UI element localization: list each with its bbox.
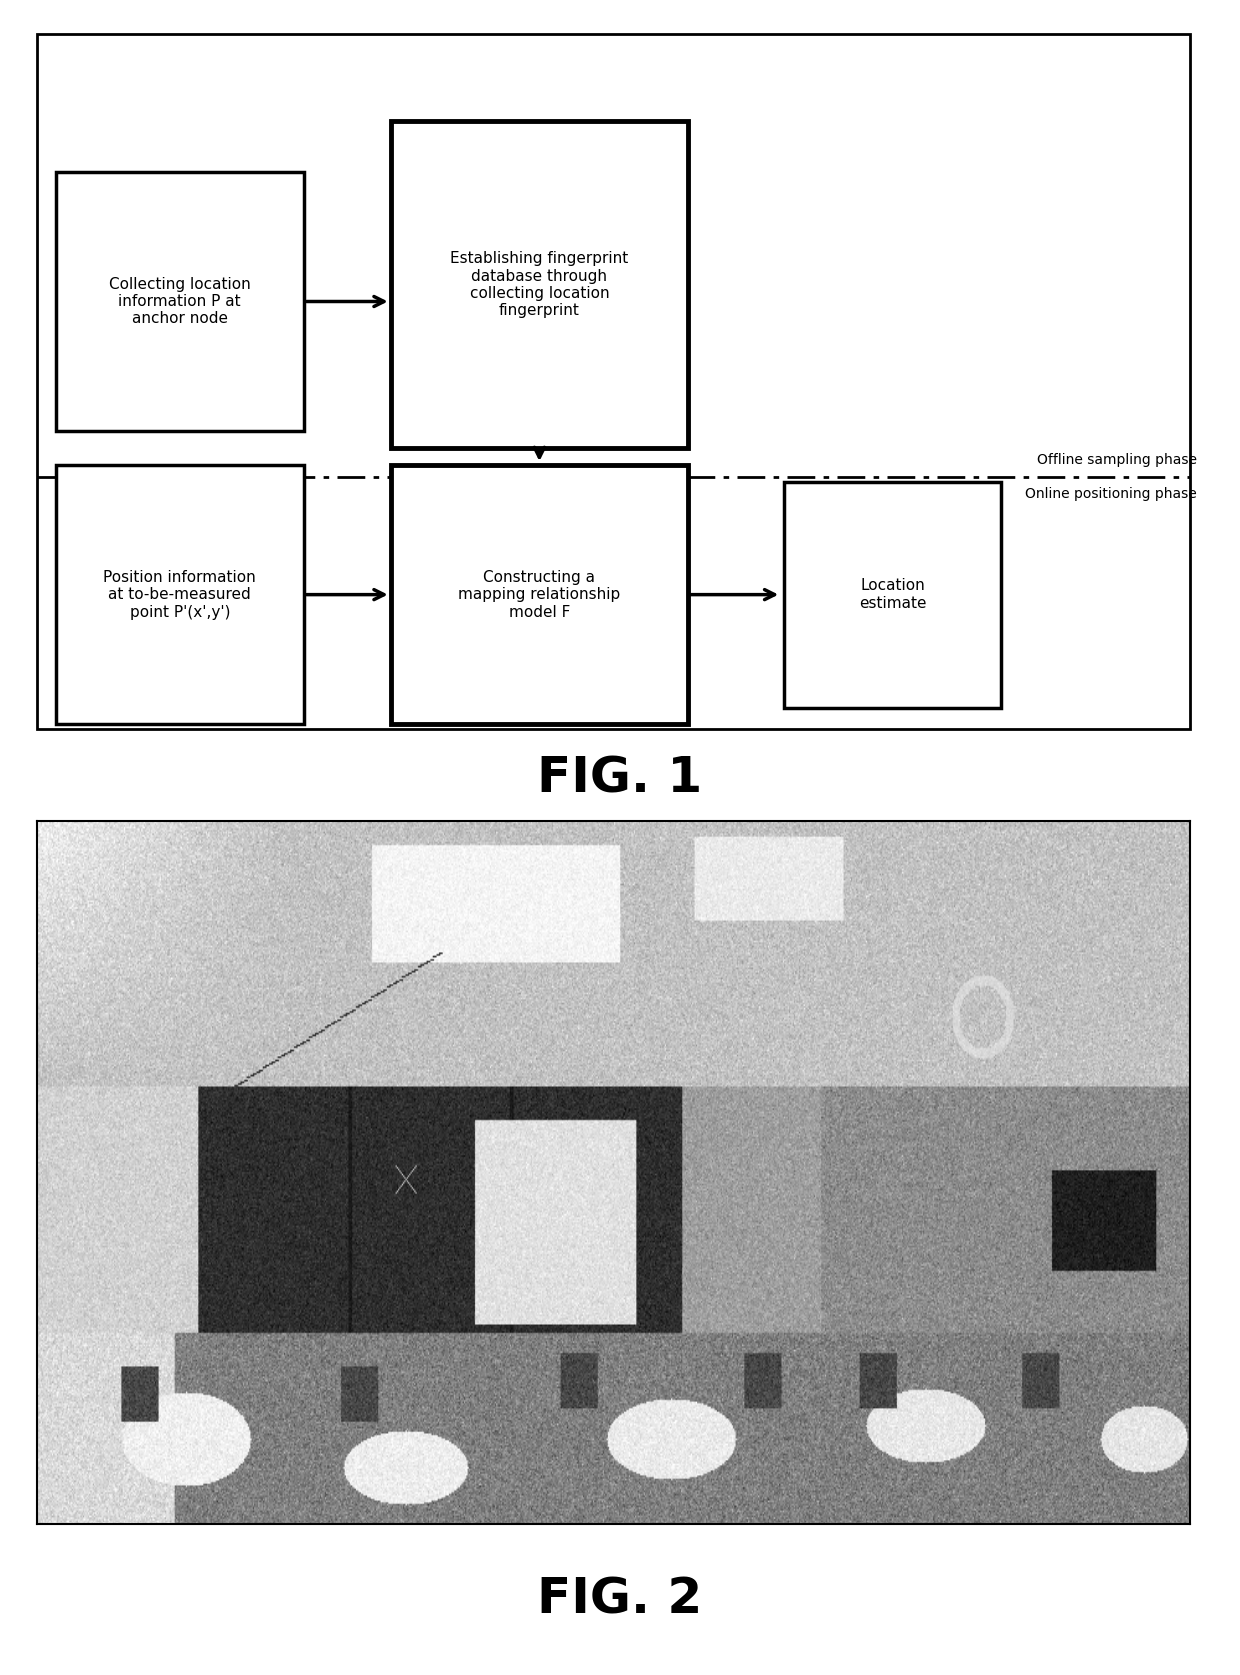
Text: Constructing a
mapping relationship
model F: Constructing a mapping relationship mode… bbox=[459, 570, 620, 620]
Text: Position information
at to-be-measured
point P'(x',y'): Position information at to-be-measured p… bbox=[103, 570, 257, 620]
Text: Collecting location
information P at
anchor node: Collecting location information P at anc… bbox=[109, 276, 250, 327]
Text: Establishing fingerprint
database through
collecting location
fingerprint: Establishing fingerprint database throug… bbox=[450, 251, 629, 318]
Text: Online positioning phase: Online positioning phase bbox=[1024, 487, 1197, 501]
Bar bbox=[56, 464, 304, 724]
Text: FIG. 1: FIG. 1 bbox=[537, 755, 703, 802]
Text: Location
estimate: Location estimate bbox=[859, 578, 926, 611]
Bar bbox=[37, 34, 1190, 729]
Text: FIG. 2: FIG. 2 bbox=[537, 1576, 703, 1623]
Bar bbox=[391, 464, 688, 724]
Bar bbox=[391, 122, 688, 449]
Bar bbox=[56, 173, 304, 430]
Bar bbox=[784, 482, 1001, 707]
Text: Offline sampling phase: Offline sampling phase bbox=[1037, 454, 1197, 467]
